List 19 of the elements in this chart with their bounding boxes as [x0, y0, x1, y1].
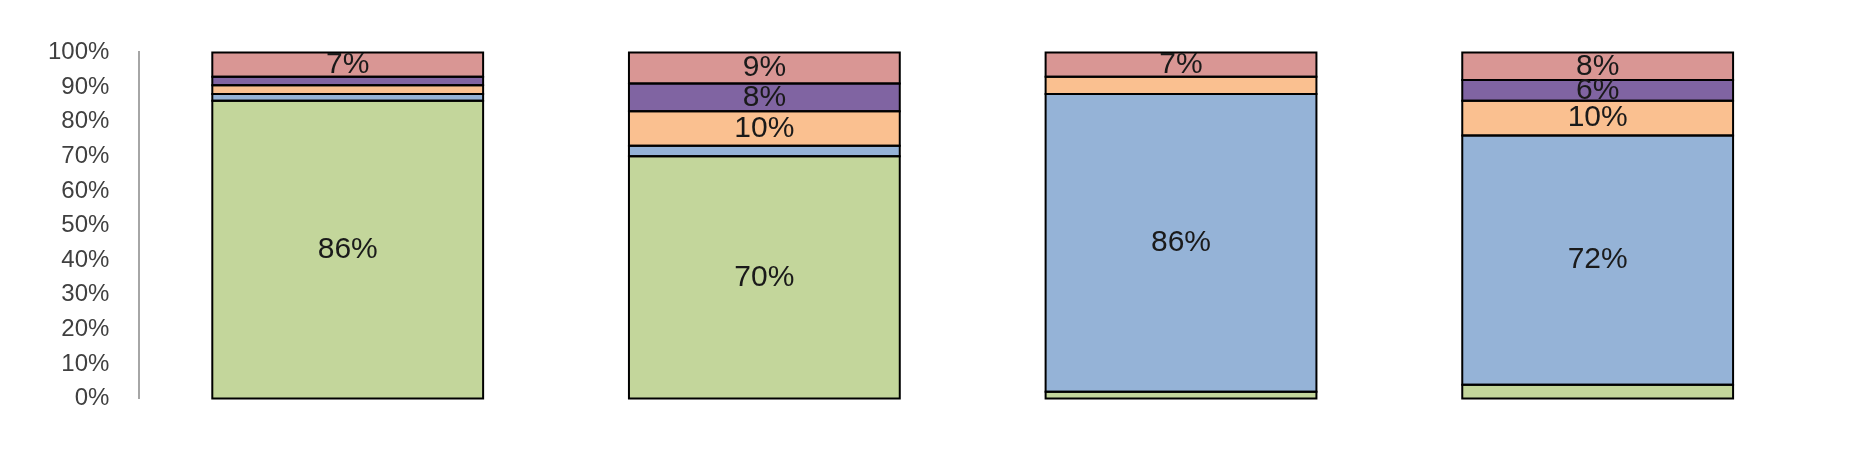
y-tick-label: 10%	[61, 348, 110, 376]
data-label: 7%	[1159, 45, 1203, 79]
y-tick-label: 100%	[47, 37, 110, 65]
data-label: 72%	[1567, 241, 1628, 275]
y-tick-label: 0%	[74, 383, 110, 411]
data-label: 70%	[734, 258, 795, 292]
data-label: 10%	[734, 109, 795, 143]
y-tick-label: 80%	[61, 106, 110, 134]
y-tick-label: 60%	[61, 175, 110, 203]
y-tick-label: 30%	[61, 279, 110, 307]
data-label: 86%	[1151, 224, 1212, 258]
y-tick-label: 70%	[61, 140, 110, 168]
y-tick-label: 90%	[61, 71, 110, 99]
data-label: 7%	[326, 45, 370, 79]
data-label: 10%	[1567, 99, 1628, 133]
data-label: 86%	[317, 231, 378, 264]
y-tick-label: 40%	[61, 244, 110, 272]
y-tick-label: 50%	[61, 210, 110, 238]
y-tick-label: 20%	[61, 313, 110, 341]
